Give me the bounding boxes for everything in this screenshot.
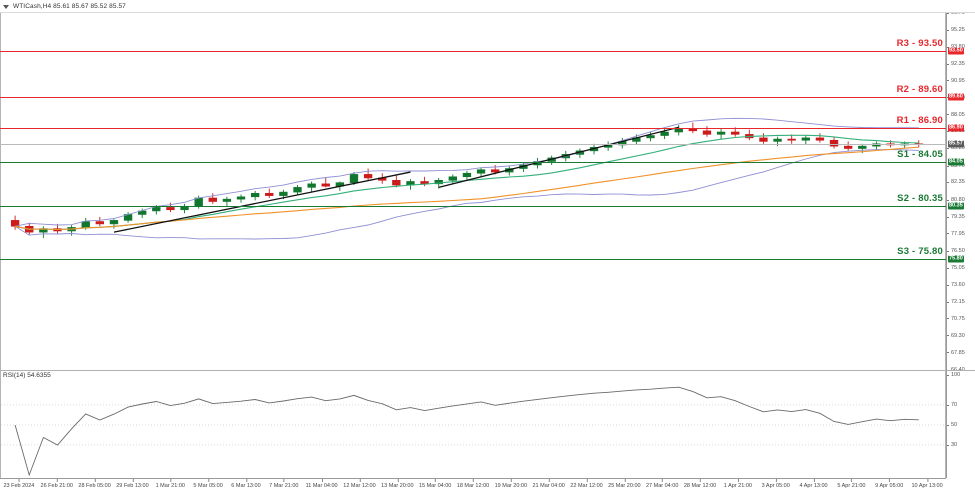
rsi-axis: 100 70 50 30 (946, 370, 975, 478)
price-axis-badge-resistance: 93.50 (948, 47, 964, 55)
price-axis-tick: 80.80 (947, 197, 965, 203)
rsi-gridlines (1, 404, 945, 446)
time-axis-tick: 3 Apr 05:00 (761, 479, 790, 489)
price-chart-panel[interactable] (0, 13, 946, 370)
price-axis-tick: 69.30 (947, 333, 965, 339)
time-axis-tick: 1 Mar 21:00 (155, 479, 185, 489)
time-axis-tick: 21 Mar 04:00 (532, 479, 565, 489)
time-axis-tick: 6 Mar 13:00 (231, 479, 261, 489)
price-axis-badge-last: 85.57 (948, 140, 964, 148)
price-axis-tick: 76.50 (947, 248, 965, 254)
time-axis-tick: 9 Apr 05:00 (875, 479, 904, 489)
rsi-legend: RSI(14) 54.6355 (3, 372, 51, 379)
level-line-s3 (0, 259, 946, 261)
price-axis[interactable]: 96.7095.2593.8092.3590.9589.5088.0586.65… (946, 10, 975, 373)
price-axis-tick: 88.05 (947, 112, 965, 118)
time-axis-tick: 12 Mar 12:00 (343, 479, 376, 489)
time-axis-tick: 11 Mar 04:00 (305, 479, 338, 489)
price-series-svg (10, 117, 923, 240)
price-axis-tick: 73.60 (947, 282, 965, 288)
time-axis-tick: 27 Mar 04:00 (645, 479, 679, 489)
price-axis-badge-support: 84.05 (948, 158, 964, 166)
time-axis-tick: 4 Apr 13:00 (799, 479, 828, 489)
level-label-r3: R3 - 93.50 (896, 37, 943, 49)
rsi-indicator-panel[interactable] (0, 370, 946, 478)
time-axis-tick: 5 Apr 21:00 (837, 479, 866, 489)
price-axis-tick: 95.25 (947, 27, 965, 33)
rsi-axis-tick: 50 (947, 422, 957, 428)
price-axis-tick: 79.35 (947, 214, 965, 220)
level-line-r2 (0, 96, 946, 98)
time-axis-tick: 23 Feb 2024 (3, 479, 35, 489)
chevron-down-icon[interactable] (3, 3, 10, 10)
time-axis-tick: 7 Mar 21:00 (269, 479, 299, 489)
time-axis-tick: 1 Apr 21:00 (723, 479, 752, 489)
level-line-r1 (0, 128, 946, 130)
time-axis-tick: 25 Mar 20:00 (608, 479, 641, 489)
price-axis-tick: 83.70 (947, 163, 965, 169)
time-axis-tick: 22 Mar 12:00 (570, 479, 603, 489)
time-axis-tick: 5 Mar 05:00 (193, 479, 223, 489)
price-axis-tick: 70.75 (947, 316, 965, 322)
rsi-line (14, 386, 919, 477)
level-line-s2 (0, 205, 946, 207)
time-axis-tick: 28 Mar 12:00 (683, 479, 717, 489)
price-axis-tick: 93.80 (947, 44, 965, 50)
rsi-axis-tick: 70 (947, 402, 957, 408)
price-axis-tick: 75.05 (947, 265, 965, 271)
price-axis-badge-resistance: 86.90 (948, 124, 964, 132)
price-axis-tick: 67.85 (947, 350, 965, 356)
price-axis-tick: 72.15 (947, 299, 965, 305)
time-axis-tick: 28 Feb 05:00 (78, 479, 111, 489)
time-axis-tick: 10 Apr 13:00 (911, 479, 943, 489)
price-axis-badge-support: 75.80 (948, 255, 964, 263)
last-price-line (0, 144, 946, 146)
symbol-ohlc-legend: WTICash,H4 85.61 85.67 85.52 85.57 (13, 2, 126, 10)
level-label-r2: R2 - 89.60 (896, 83, 943, 95)
time-axis-tick: 19 Mar 20:00 (494, 479, 528, 489)
time-axis-tick: 26 Feb 21:00 (40, 479, 73, 489)
trendline-overlay (113, 126, 679, 233)
time-axis-tick: 29 Feb 13:00 (116, 479, 149, 489)
price-axis-tick: 82.35 (947, 179, 965, 185)
time-axis-tick: 18 Mar 12:00 (456, 479, 490, 489)
time-axis[interactable]: 23 Feb 2024 26 Feb 21:00 28 Feb 05:00 29 Fe… (0, 478, 946, 495)
rsi-series-svg (1, 386, 945, 477)
level-label-s3: S3 - 75.80 (897, 246, 943, 258)
level-line-s1 (0, 162, 946, 164)
price-axis-tick: 92.35 (947, 61, 965, 67)
price-axis-tick: 96.70 (947, 10, 965, 16)
level-line-r3 (0, 50, 946, 52)
level-label-s2: S2 - 80.35 (897, 192, 943, 204)
time-axis-tick: 15 Mar 04:00 (418, 479, 452, 489)
price-axis-tick: 90.95 (947, 78, 965, 84)
level-label-s1: S1 - 84.05 (897, 149, 943, 161)
price-axis-tick: 77.95 (947, 231, 965, 237)
level-label-r1: R1 - 86.90 (896, 115, 943, 127)
chart-header: WTICash,H4 85.61 85.67 85.52 85.57 (0, 0, 975, 13)
rsi-axis-tick: 30 (947, 442, 957, 448)
time-axis-tick: 13 Mar 20:00 (381, 479, 414, 489)
price-axis-tick: 85.20 (947, 145, 965, 151)
price-axis-badge-support: 80.35 (948, 202, 964, 210)
rsi-axis-tick: 100 (947, 372, 960, 378)
price-axis-badge-resistance: 89.60 (948, 93, 964, 101)
